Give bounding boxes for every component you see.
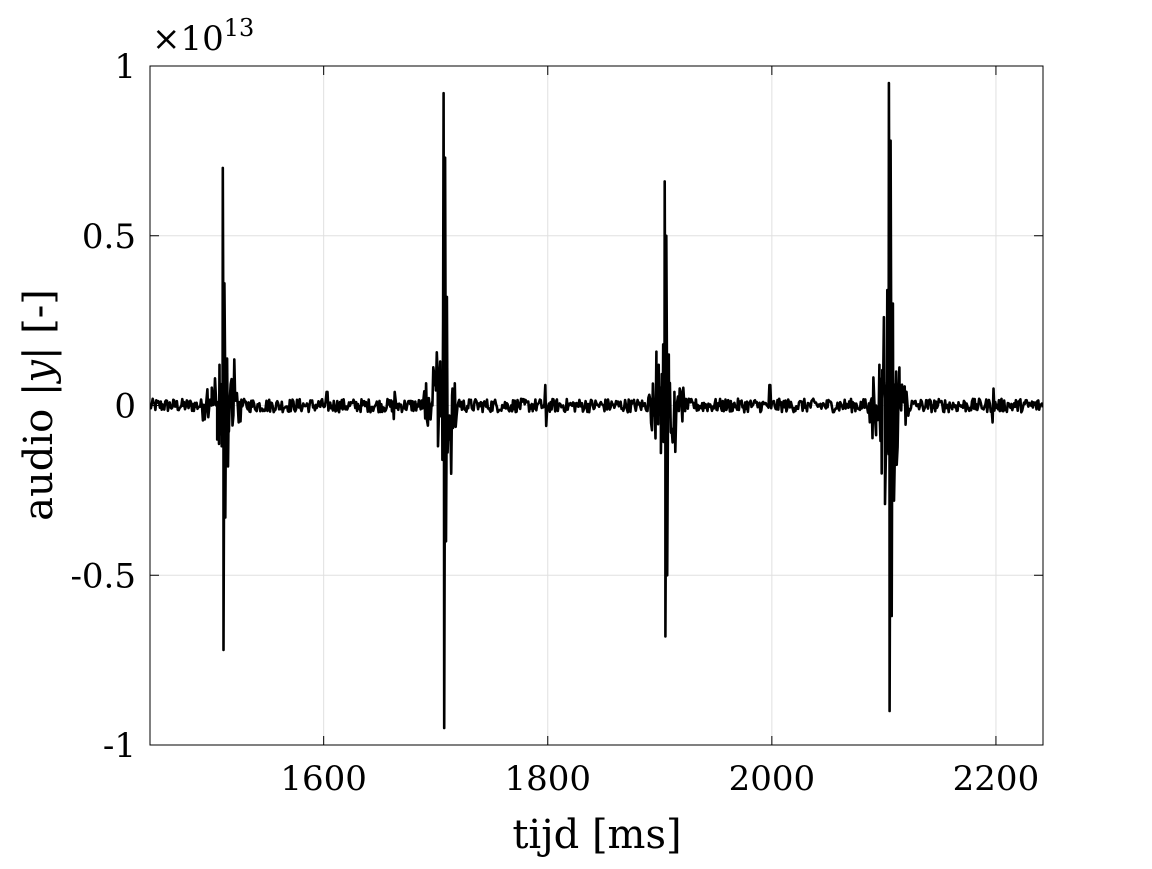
y-axis-label: audio |y| [-] bbox=[16, 289, 62, 521]
tick-labels: 1600 1800 2000 2200 -1 -0.5 0 0.5 1 bbox=[70, 47, 1039, 799]
y-tick-label: 0 bbox=[114, 387, 136, 427]
y-tick-label: -0.5 bbox=[70, 556, 136, 596]
y-exponent-base: ×10 bbox=[152, 19, 224, 59]
axis-ticks bbox=[150, 65, 1043, 746]
x-tick-label: 1600 bbox=[280, 759, 367, 799]
x-tick-label: 2200 bbox=[953, 759, 1040, 799]
x-tick-label: 2000 bbox=[729, 759, 816, 799]
y-exponent-power: 13 bbox=[224, 14, 255, 42]
x-tick-label: 1800 bbox=[504, 759, 591, 799]
y-label-suffix: | [-] bbox=[16, 289, 62, 360]
y-tick-label: 0.5 bbox=[82, 217, 136, 257]
y-label-prefix: audio | bbox=[16, 383, 62, 521]
y-tick-label: 1 bbox=[114, 47, 136, 87]
y-tick-label: -1 bbox=[103, 726, 136, 766]
y-label-variable: y bbox=[16, 359, 62, 385]
data-series bbox=[150, 81, 1043, 730]
waveform-line bbox=[150, 81, 1043, 730]
y-axis-exponent: ×1013 bbox=[152, 14, 254, 59]
x-axis-label: tijd [ms] bbox=[512, 812, 681, 858]
